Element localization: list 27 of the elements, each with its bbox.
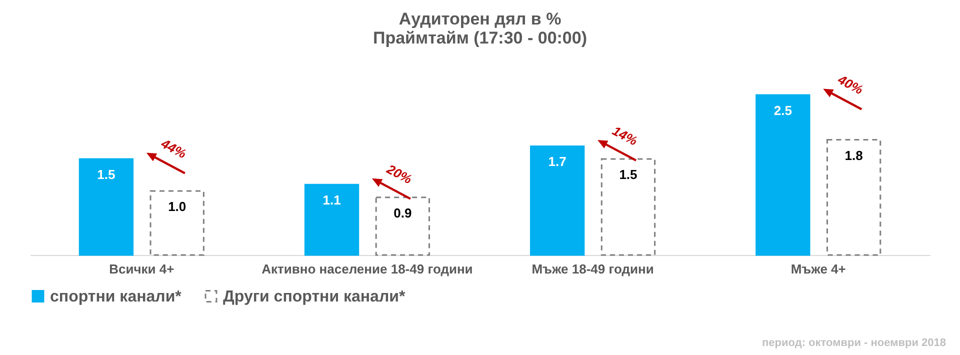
chart-subtitle: Праймтайм (17:30 - 00:00): [372, 28, 588, 48]
data-label: 2.5: [774, 103, 792, 118]
x-tick-label: Мъже 4+: [790, 262, 846, 276]
bar: [826, 139, 882, 256]
legend-label: Други спортни канали*: [223, 288, 406, 306]
legend-label: спортни канали*: [50, 288, 182, 306]
annotation: 20%: [384, 160, 415, 188]
chart-title: Аудиторен дял в %: [398, 10, 562, 29]
x-tick-label: Всички 4+: [109, 262, 175, 276]
data-label: 1.5: [619, 167, 638, 182]
x-tick-label: Мъже 18-49 години: [532, 262, 654, 276]
bar: [530, 145, 585, 256]
annotation: 14%: [610, 123, 640, 149]
data-label: 1.7: [548, 154, 566, 170]
annotation: 44%: [158, 135, 190, 162]
bar: [150, 190, 204, 256]
bar: [756, 94, 810, 256]
x-tick-label: Активно население 18-49 години: [262, 262, 473, 276]
annotation: 40%: [834, 71, 866, 98]
data-label: 1.8: [844, 148, 863, 163]
data-label: 1.1: [322, 192, 341, 208]
text: период: октомври - ноември 2018: [762, 337, 946, 349]
bar: [304, 184, 360, 256]
data-label: 0.9: [394, 205, 412, 220]
data-label: 1.0: [168, 199, 186, 214]
data-label: 1.5: [97, 167, 116, 182]
bar: [78, 158, 134, 256]
